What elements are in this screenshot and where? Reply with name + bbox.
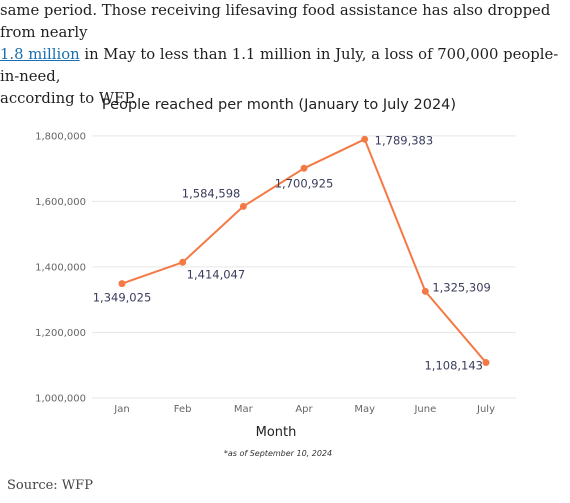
data-point	[421, 287, 429, 295]
article-line-3: according to WFP.	[0, 90, 136, 107]
y-tick-label: 1,400,000	[35, 262, 86, 273]
y-tick-label: 1,800,000	[35, 131, 86, 142]
data-point	[300, 164, 308, 172]
data-point	[482, 359, 490, 367]
article-line-2: in May to less than 1.1 million in July,…	[0, 46, 559, 85]
y-tick-label: 1,600,000	[35, 197, 86, 208]
grid-lines	[92, 135, 516, 399]
x-tick-label: Feb	[174, 404, 192, 415]
data-label: 1,325,309	[432, 280, 491, 294]
x-tick-label: Mar	[234, 404, 254, 415]
data-point	[239, 202, 247, 210]
x-tick-label: July	[476, 404, 495, 415]
data-label: 1,349,025	[93, 291, 152, 305]
chart-footnote: *as of September 10, 2024	[224, 449, 332, 458]
data-label: 1,584,598	[182, 186, 241, 200]
line-chart: People reached per month (January to Jul…	[35, 97, 516, 458]
data-label: 1,414,047	[187, 267, 246, 281]
y-tick-label: 1,200,000	[35, 328, 86, 339]
series-line-layer	[121, 138, 487, 364]
article-paragraph: same period. Those receiving lifesaving …	[0, 0, 565, 110]
x-axis-ticks: Jan Feb Mar Apr May June July	[113, 404, 495, 415]
y-tick-label: 1,000,000	[35, 394, 86, 405]
x-tick-label: Apr	[295, 404, 313, 415]
x-axis-label: Month	[256, 425, 297, 440]
series-line	[121, 138, 487, 364]
x-tick-label: June	[413, 404, 436, 415]
x-tick-label: Jan	[113, 404, 129, 415]
data-label: 1,700,925	[275, 176, 334, 190]
series-points	[118, 135, 490, 367]
data-label: 1,108,143	[424, 359, 483, 373]
article-line-1: same period. Those receiving lifesaving …	[0, 2, 551, 41]
source-credit: Source: WFP	[7, 478, 93, 493]
y-axis-ticks: 1,000,000 1,200,000 1,400,000 1,600,000 1,80…	[35, 131, 86, 404]
data-point	[179, 258, 187, 266]
x-tick-label: May	[354, 404, 375, 415]
data-point	[118, 280, 126, 288]
data-point	[361, 135, 369, 143]
data-labels: 1,349,025 1,414,047 1,584,598 1,700,925 1,78…	[93, 133, 491, 372]
chart-title: People reached per month (January to Jul…	[102, 97, 456, 113]
source-link[interactable]: 1.8 million	[0, 46, 80, 63]
data-label: 1,789,383	[375, 133, 434, 147]
